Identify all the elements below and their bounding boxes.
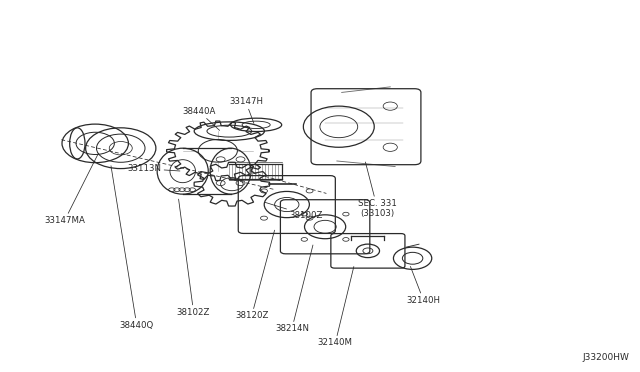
Text: 38102Z: 38102Z bbox=[177, 199, 211, 317]
Text: 33113N: 33113N bbox=[127, 164, 180, 173]
Text: 38100Z: 38100Z bbox=[265, 202, 323, 219]
Text: SEC. 331
(33103): SEC. 331 (33103) bbox=[358, 162, 397, 218]
Text: 38440Q: 38440Q bbox=[111, 166, 154, 330]
Text: 38120Z: 38120Z bbox=[235, 230, 275, 320]
Text: J33200HW: J33200HW bbox=[583, 353, 630, 362]
Text: 38214N: 38214N bbox=[275, 245, 313, 333]
Text: 38440A: 38440A bbox=[182, 107, 220, 130]
Text: 32140H: 32140H bbox=[406, 266, 440, 305]
Text: 32140M: 32140M bbox=[318, 266, 354, 347]
Text: 33147H: 33147H bbox=[229, 97, 263, 124]
Text: 33147MA: 33147MA bbox=[44, 153, 99, 225]
